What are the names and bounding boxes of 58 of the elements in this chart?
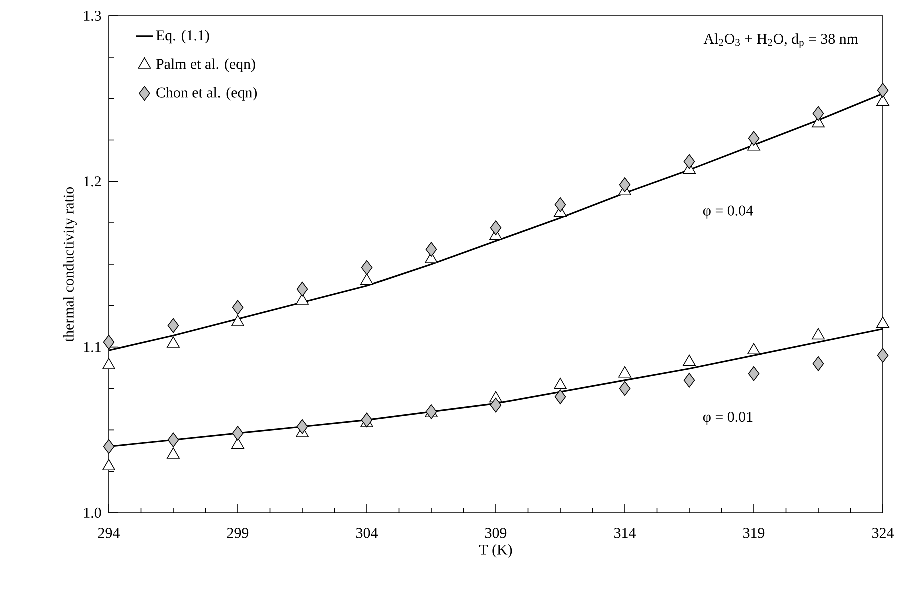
point: [876, 316, 890, 328]
point: [684, 373, 696, 388]
point: [232, 315, 244, 326]
point: [684, 154, 696, 170]
point: [296, 294, 309, 305]
point: [619, 381, 631, 396]
point: [554, 378, 567, 390]
y-tick-label: 1.1: [84, 342, 101, 352]
y-tick-label: 1.0: [84, 508, 102, 518]
point: [748, 366, 760, 382]
annotation: φ = 0.04: [703, 206, 754, 219]
annotation: φ = 0.01: [703, 412, 753, 426]
point: [296, 419, 308, 434]
point: [490, 398, 502, 413]
point: [812, 106, 824, 122]
point: [232, 426, 244, 441]
y-axis-title: thermal conductivity ratio: [63, 187, 77, 342]
x-tick-label: 294: [98, 528, 120, 538]
x-tick-label: 299: [227, 528, 249, 538]
x-axis-title: T (K): [479, 544, 512, 558]
point: [232, 438, 244, 449]
x-tick-label: 309: [486, 528, 507, 538]
y-tick-label: 1.3: [84, 10, 102, 22]
point: [167, 336, 180, 348]
legend-label: Chon et al. (eqn): [156, 87, 258, 101]
point: [167, 448, 180, 459]
point: [102, 358, 116, 370]
point: [103, 439, 115, 454]
point: [168, 318, 180, 334]
point: [554, 197, 566, 212]
y-tick-label: 1.2: [84, 176, 101, 187]
x-tick-label: 304: [356, 528, 378, 538]
point: [232, 300, 244, 315]
point: [877, 83, 889, 98]
point: [103, 334, 115, 350]
point: [554, 390, 566, 404]
point: [812, 356, 824, 372]
legend-label: Palm et al. (eqn): [156, 58, 256, 72]
point: [296, 282, 308, 297]
x-tick-label: 324: [872, 528, 894, 538]
point: [748, 131, 760, 146]
point: [361, 260, 373, 276]
point: [361, 412, 373, 428]
point: [490, 220, 502, 236]
point: [426, 242, 438, 257]
point: [748, 343, 760, 355]
point: [618, 366, 632, 378]
point: [360, 274, 374, 285]
point: [619, 178, 631, 192]
point: [102, 459, 116, 471]
point: [877, 348, 889, 364]
point: [168, 432, 180, 448]
point: [683, 354, 696, 366]
text: Al$_{2}$O$_{3}$ + H$_{2}$O, d$_{p}$ = 38 nm: [704, 34, 858, 48]
x-tick-label: 314: [614, 528, 636, 538]
x-tick-label: 319: [744, 528, 765, 538]
point: [812, 328, 825, 340]
legend-label: Eq. (1.1): [156, 30, 210, 44]
